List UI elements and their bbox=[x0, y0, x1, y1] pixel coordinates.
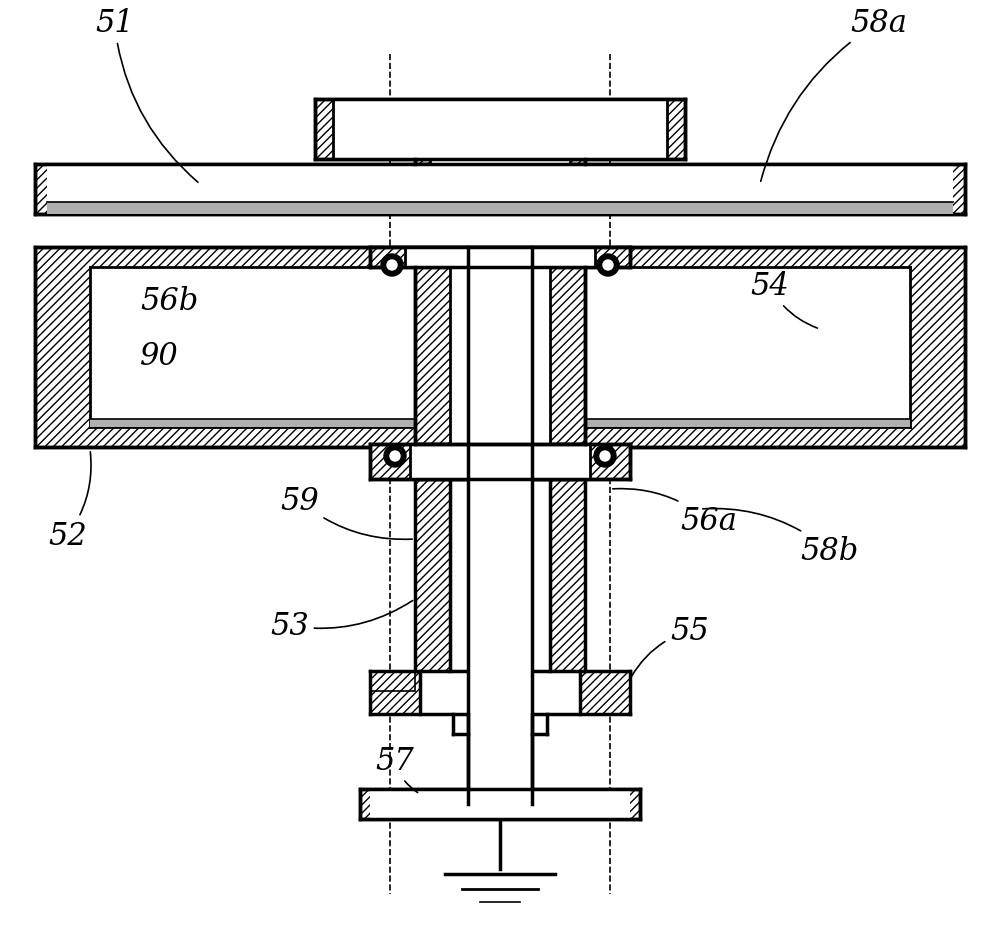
Circle shape bbox=[597, 255, 619, 276]
Bar bbox=[47, 203, 953, 215]
Circle shape bbox=[390, 451, 400, 462]
Bar bbox=[415, 479, 450, 671]
Circle shape bbox=[603, 260, 613, 271]
Circle shape bbox=[594, 446, 616, 467]
Circle shape bbox=[387, 260, 397, 271]
Bar bbox=[370, 789, 630, 819]
Text: 58b: 58b bbox=[703, 509, 858, 566]
Bar bbox=[420, 671, 580, 714]
Bar bbox=[415, 268, 585, 445]
Bar bbox=[415, 159, 585, 165]
Text: 57: 57 bbox=[375, 745, 418, 793]
Bar bbox=[580, 671, 630, 714]
Text: 56a: 56a bbox=[613, 489, 737, 537]
Text: 52: 52 bbox=[48, 452, 91, 552]
Circle shape bbox=[600, 451, 610, 462]
Text: 53: 53 bbox=[270, 601, 413, 641]
Text: 56b: 56b bbox=[140, 286, 198, 317]
Bar bbox=[90, 268, 910, 427]
Bar bbox=[450, 479, 550, 671]
Text: 58a: 58a bbox=[761, 8, 907, 182]
Bar bbox=[405, 248, 595, 268]
Polygon shape bbox=[370, 671, 415, 692]
Circle shape bbox=[381, 255, 403, 276]
Text: 51: 51 bbox=[95, 8, 198, 183]
Bar bbox=[35, 248, 965, 448]
Bar bbox=[315, 100, 685, 159]
Bar bbox=[450, 268, 550, 445]
Text: 54: 54 bbox=[750, 271, 817, 329]
Circle shape bbox=[384, 446, 406, 467]
Bar bbox=[468, 248, 532, 804]
Bar bbox=[90, 420, 910, 427]
Bar bbox=[35, 165, 965, 215]
Bar bbox=[47, 165, 953, 215]
Text: 90: 90 bbox=[140, 340, 179, 372]
Bar bbox=[370, 248, 630, 268]
Bar bbox=[410, 445, 590, 479]
Bar bbox=[430, 159, 570, 165]
Text: 59: 59 bbox=[280, 486, 412, 540]
Bar bbox=[333, 100, 667, 159]
Bar bbox=[550, 479, 585, 671]
Text: 55: 55 bbox=[631, 616, 709, 677]
Bar bbox=[370, 445, 630, 479]
Bar bbox=[370, 671, 420, 714]
Bar bbox=[360, 789, 640, 819]
